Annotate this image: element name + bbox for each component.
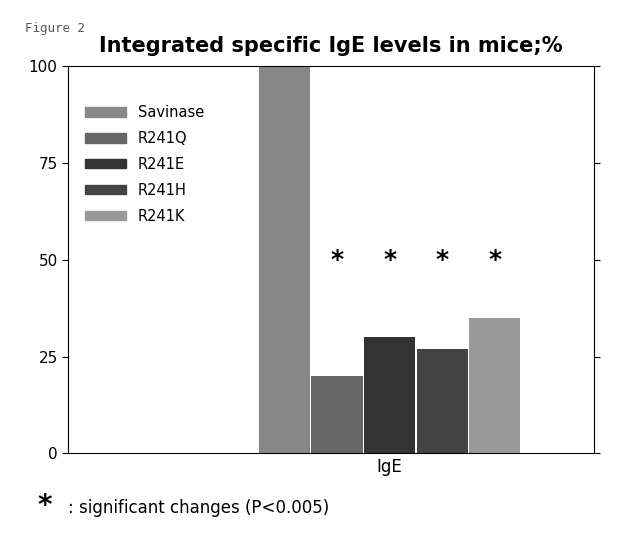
Text: *: * bbox=[383, 248, 396, 272]
Text: *: * bbox=[488, 248, 501, 272]
Bar bbox=[311, 376, 363, 453]
Text: *: * bbox=[37, 492, 51, 520]
Bar bbox=[259, 66, 310, 453]
Text: *: * bbox=[331, 248, 344, 272]
Text: : significant changes (P<0.005): : significant changes (P<0.005) bbox=[68, 499, 329, 517]
Legend: Savinase, R241Q, R241E, R241H, R241K: Savinase, R241Q, R241E, R241H, R241K bbox=[80, 101, 208, 228]
Bar bbox=[364, 337, 415, 453]
Title: Integrated specific IgE levels in mice;%: Integrated specific IgE levels in mice;% bbox=[100, 36, 563, 56]
Text: *: * bbox=[436, 248, 449, 272]
Bar bbox=[417, 349, 468, 453]
Text: Figure 2: Figure 2 bbox=[25, 22, 85, 35]
Bar bbox=[469, 318, 521, 453]
